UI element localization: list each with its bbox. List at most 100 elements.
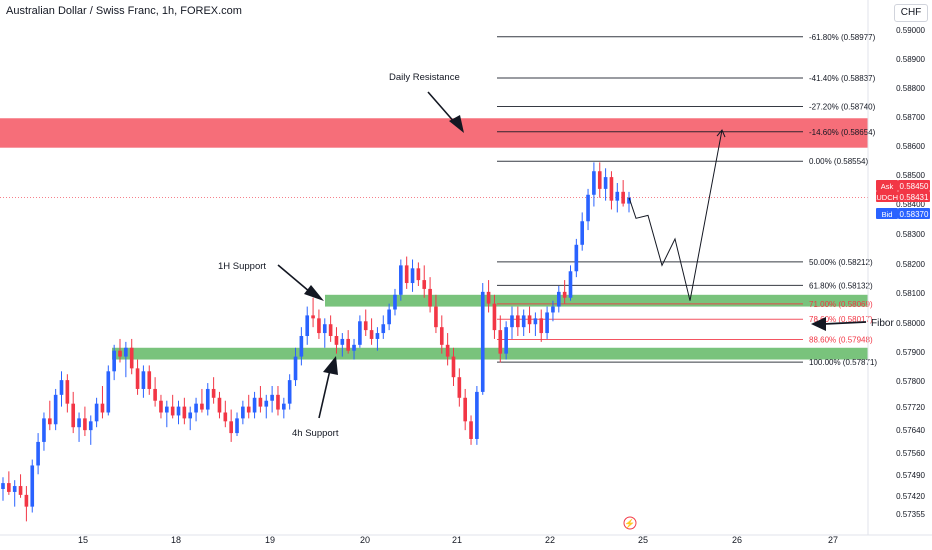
candle-body xyxy=(592,171,596,195)
x-tick-label: 25 xyxy=(638,535,648,545)
candle-body xyxy=(282,403,286,410)
candle-body xyxy=(510,315,514,328)
candle-body xyxy=(434,306,438,328)
price-axis[interactable]: 0.59000 0.58900 0.58800 0.58700 0.58600 0.585… xyxy=(896,26,925,519)
y-tick-label: 0.58800 xyxy=(896,84,925,93)
candle-body xyxy=(77,418,81,428)
y-tick-label: 0.57355 xyxy=(896,510,925,519)
candle-body xyxy=(129,347,134,369)
arrow-head xyxy=(323,356,338,375)
candle-body xyxy=(580,221,585,245)
currency-selector[interactable]: CHF xyxy=(894,4,928,22)
candle-body xyxy=(551,306,555,313)
y-tick-label: 0.58700 xyxy=(896,113,925,122)
fib-label: 0.00% (0.58554) xyxy=(809,157,868,166)
candle-body xyxy=(363,321,368,331)
candle-body xyxy=(387,309,391,325)
candle-body xyxy=(153,388,157,401)
events-icon[interactable]: ⚡ xyxy=(623,516,637,530)
y-tick-label: 0.58600 xyxy=(896,142,925,151)
candle-body xyxy=(223,412,228,422)
y-tick-label: 0.58000 xyxy=(896,319,925,328)
y-tick-label: 0.57560 xyxy=(896,449,925,458)
y-tick-label: 0.57420 xyxy=(896,492,925,501)
price-tag-label-bg xyxy=(876,208,898,219)
candle-body xyxy=(539,318,544,334)
zones-layer xyxy=(0,118,868,360)
y-tick-label: 0.58500 xyxy=(896,171,925,180)
arrow-head xyxy=(811,317,826,331)
candles-layer xyxy=(1,162,631,522)
fib-label: -27.20% (0.58740) xyxy=(809,102,876,111)
candle-body xyxy=(404,265,409,284)
price-tag-value: 0.58370 xyxy=(900,210,929,219)
candle-body xyxy=(340,338,345,345)
y-tick-label: 0.57720 xyxy=(896,403,925,412)
projection-path xyxy=(628,129,723,301)
time-axis[interactable]: 15 18 19 20 21 22 25 26 27 xyxy=(78,535,838,545)
candle-body xyxy=(71,403,76,428)
candle-body xyxy=(574,244,579,272)
fib-label: 71.00% (0.58069) xyxy=(809,300,873,309)
candle-body xyxy=(287,380,292,404)
candle-body xyxy=(521,315,526,328)
candle-body xyxy=(147,371,152,389)
candle-body xyxy=(410,268,415,284)
candle-body xyxy=(627,197,631,204)
candle-body xyxy=(246,406,251,413)
candle-body xyxy=(194,403,198,413)
y-tick-label: 0.58100 xyxy=(896,289,925,298)
y-tick-label: 0.58900 xyxy=(896,55,925,64)
arrow-shaft xyxy=(277,264,311,293)
candle-body xyxy=(445,344,450,357)
candle-body xyxy=(597,171,602,189)
candle-body xyxy=(556,291,561,307)
annotation-4h-support: 4h Support xyxy=(292,428,339,439)
candle-body xyxy=(188,412,193,419)
candle-body xyxy=(264,400,269,407)
y-tick-label: 0.57800 xyxy=(896,377,925,386)
candle-body xyxy=(498,330,503,354)
candle-body xyxy=(516,315,520,328)
candle-body xyxy=(457,377,462,398)
candle-body xyxy=(42,418,46,442)
candle-body xyxy=(603,177,608,189)
candle-body xyxy=(30,465,35,507)
candle-body xyxy=(428,288,432,307)
y-tick-label: 0.57900 xyxy=(896,348,925,357)
annotation-fibor: Fibor xyxy=(871,318,894,329)
candle-body xyxy=(258,397,263,407)
candle-body xyxy=(416,268,421,281)
candle-body xyxy=(118,350,122,357)
x-tick-label: 27 xyxy=(828,535,838,545)
arrow-shaft xyxy=(823,321,867,325)
zone-1 xyxy=(325,294,868,307)
candle-body xyxy=(83,418,87,431)
candle-body xyxy=(328,324,333,336)
candle-body xyxy=(568,271,573,298)
candle-body xyxy=(36,441,40,466)
x-tick-label: 15 xyxy=(78,535,88,545)
fib-label: 78.60% (0.58017) xyxy=(809,315,873,324)
candle-body xyxy=(393,294,397,310)
candle-body xyxy=(480,291,485,392)
candle-body xyxy=(112,350,116,372)
candle-body xyxy=(562,291,567,298)
candle-body xyxy=(53,394,58,425)
x-tick-label: 20 xyxy=(360,535,370,545)
candle-body xyxy=(159,400,163,413)
fib-label: 100.00% (0.57871) xyxy=(809,358,877,367)
candle-body xyxy=(486,291,491,304)
price-tag-label: Ask xyxy=(881,182,894,191)
x-tick-label: 26 xyxy=(732,535,742,545)
candle-body xyxy=(7,483,11,492)
y-tick-label: 0.57490 xyxy=(896,471,925,480)
candle-body xyxy=(59,380,64,395)
svg-text:⚡: ⚡ xyxy=(624,518,635,530)
candle-body xyxy=(586,194,590,222)
y-tick-label: 0.58200 xyxy=(896,260,925,269)
candle-body xyxy=(176,406,181,416)
arrow-head xyxy=(304,285,324,301)
candle-body xyxy=(106,371,111,413)
